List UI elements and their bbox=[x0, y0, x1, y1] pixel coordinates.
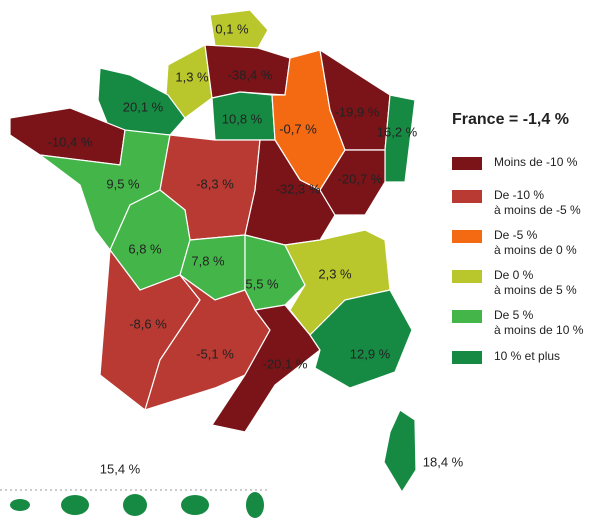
legend-swatch bbox=[452, 230, 482, 243]
region-label: -0,7 % bbox=[279, 121, 317, 136]
region-label: -20,7 % bbox=[338, 171, 383, 186]
region-label: -10,4 % bbox=[48, 134, 93, 149]
legend-label: De -10 % bbox=[494, 188, 544, 202]
overseas-territory bbox=[61, 495, 89, 515]
overseas-label: 15,4 % bbox=[100, 461, 141, 476]
overseas-territory bbox=[246, 492, 264, 518]
region-label: 12,9 % bbox=[350, 346, 391, 361]
region bbox=[97, 67, 186, 136]
region-label: 20,1 % bbox=[123, 99, 164, 114]
region-label: 10,8 % bbox=[222, 111, 263, 126]
legend-label: à moins de 10 % bbox=[494, 323, 584, 337]
map-title: France = -1,4 % bbox=[452, 111, 569, 128]
region-label: 5,5 % bbox=[245, 276, 279, 291]
legend-label: De -5 % bbox=[494, 228, 538, 242]
region-label: 18,4 % bbox=[423, 454, 464, 469]
legend-label: De 0 % bbox=[494, 268, 534, 282]
region bbox=[319, 149, 386, 216]
region-label: -32,3 % bbox=[276, 181, 321, 196]
legend-swatch bbox=[452, 351, 482, 364]
legend-swatch bbox=[452, 190, 482, 203]
region-label: 9,5 % bbox=[106, 176, 140, 191]
region-label: -38,4 % bbox=[228, 67, 273, 82]
region-label: 1,3 % bbox=[175, 69, 209, 84]
legend-label: à moins de 0 % bbox=[494, 243, 577, 257]
overseas-territory bbox=[123, 494, 147, 516]
overseas-territory bbox=[10, 499, 30, 511]
region bbox=[383, 409, 417, 494]
region-label: 16,2 % bbox=[377, 124, 418, 139]
region-label: 2,3 % bbox=[318, 266, 352, 281]
legend-label: De 5 % bbox=[494, 308, 534, 322]
overseas-territory bbox=[181, 495, 209, 515]
region bbox=[244, 139, 336, 246]
region bbox=[165, 44, 213, 119]
region-label: -5,1 % bbox=[196, 346, 234, 361]
region-label: -8,3 % bbox=[196, 176, 234, 191]
region bbox=[211, 304, 321, 433]
legend-label: à moins de 5 % bbox=[494, 283, 577, 297]
region bbox=[209, 9, 269, 49]
region-label: 6,8 % bbox=[128, 241, 162, 256]
legend-label: 10 % et plus bbox=[494, 349, 560, 363]
legend-swatch bbox=[452, 157, 482, 170]
region-label: -19,9 % bbox=[335, 104, 380, 119]
legend-swatch bbox=[452, 270, 482, 283]
region bbox=[384, 94, 416, 183]
region-label: -8,6 % bbox=[129, 316, 167, 331]
legend-label: Moins de -10 % bbox=[494, 155, 578, 169]
legend-swatch bbox=[452, 310, 482, 323]
region-label: -20,1 % bbox=[263, 356, 308, 371]
region-label: 7,8 % bbox=[191, 253, 225, 268]
region-label: 0,1 % bbox=[215, 21, 249, 36]
legend-label: à moins de -5 % bbox=[494, 203, 581, 217]
region bbox=[309, 289, 413, 389]
